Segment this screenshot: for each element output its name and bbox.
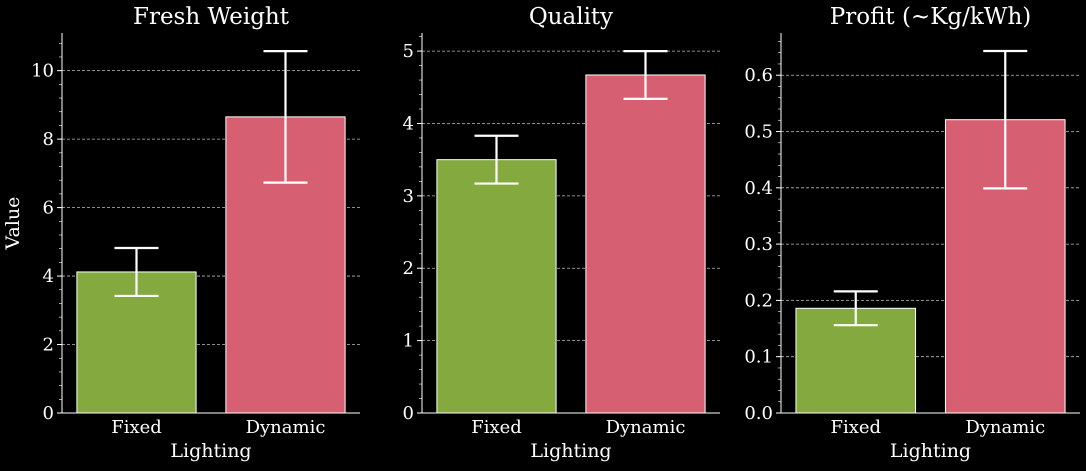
y-tick-label: 2 (43, 335, 54, 356)
x-axis-label: Lighting (170, 440, 251, 462)
y-tick-label: 4 (43, 266, 54, 287)
y-tick-label: 0.6 (744, 65, 773, 86)
y-tick-label: 10 (31, 61, 54, 82)
x-axis-label: Lighting (890, 440, 971, 462)
subplot-3: 0.0 0.1 0.2 0.3 0.4 0.5 0.6 Fixed Dynamic Profit … (744, 4, 1080, 462)
subplot-2: 0 1 2 3 4 5 Fixed Dynamic Quality Lighting (403, 4, 720, 462)
x-tick-label: Fixed (471, 417, 522, 438)
x-tick-label: Dynamic (606, 417, 686, 438)
y-tick-label: 0.4 (744, 178, 773, 199)
x-tick-label: Dynamic (965, 417, 1045, 438)
y-tick-label: 8 (43, 129, 54, 150)
y-tick-label: 0.1 (744, 347, 773, 368)
y-tick-label: 0.3 (744, 234, 773, 255)
x-tick-label: Dynamic (246, 417, 326, 438)
y-tick-label: 0.5 (744, 122, 773, 143)
y-tick-label: 1 (403, 331, 414, 352)
x-tick-label: Fixed (111, 417, 162, 438)
x-axis-label: Lighting (530, 440, 611, 462)
y-tick-label: 0.2 (744, 290, 773, 311)
y-tick-label: 0 (43, 403, 54, 424)
subplot-title: Quality (529, 4, 613, 30)
y-tick-label: 3 (403, 186, 414, 207)
y-tick-label: 2 (403, 258, 414, 279)
y-tick-label: 0 (403, 403, 414, 424)
y-tick-label: 0.0 (744, 403, 773, 424)
figure-ylabel: Value (2, 197, 24, 251)
subplot-1: 0 2 4 6 8 10 Fixed Dynamic Fresh Weight Lighting (31, 4, 360, 462)
subplot-title: Fresh Weight (133, 4, 290, 30)
y-tick-label: 4 (403, 113, 414, 134)
y-tick-label: 5 (403, 41, 414, 62)
subplot-title: Profit (~Kg/kWh) (830, 4, 1031, 30)
y-tick-label: 6 (43, 198, 54, 219)
bar-fixed (436, 159, 557, 414)
x-tick-label: Fixed (830, 417, 881, 438)
bar-dynamic (585, 74, 706, 414)
